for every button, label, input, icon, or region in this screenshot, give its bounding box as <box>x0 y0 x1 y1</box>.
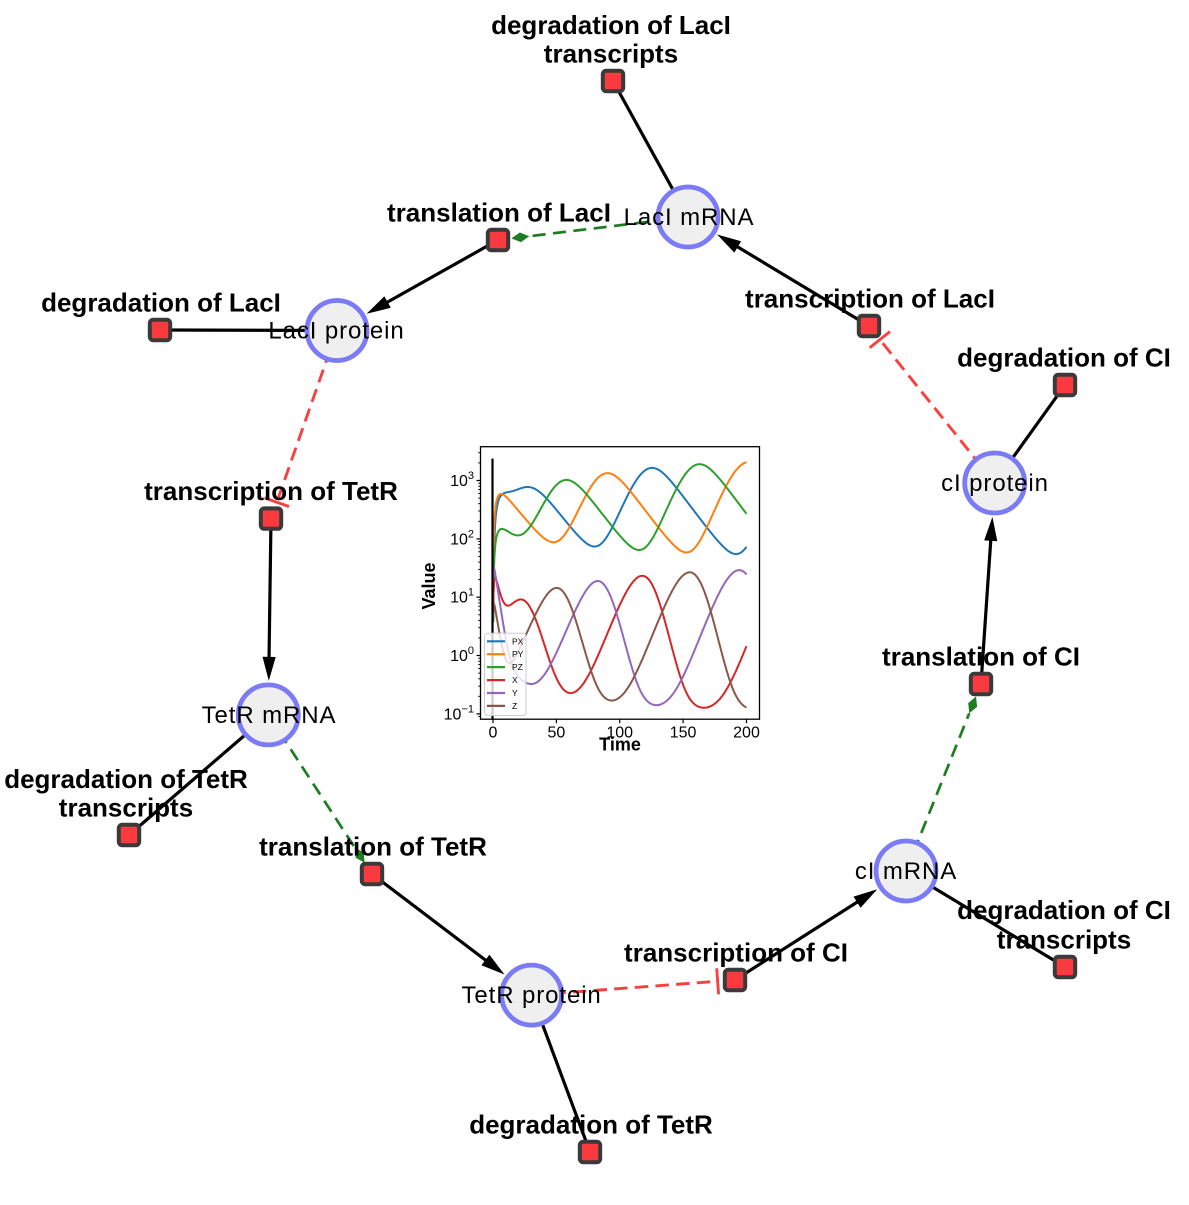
svg-text:Z: Z <box>512 701 517 711</box>
svg-text:degradation of CI: degradation of CI <box>957 343 1171 373</box>
svg-text:cI protein: cI protein <box>941 470 1049 497</box>
svg-text:150: 150 <box>670 725 697 742</box>
svg-text:degradation of CI: degradation of CI <box>957 895 1171 925</box>
svg-text:degradation of TetR: degradation of TetR <box>469 1110 713 1140</box>
svg-text:200: 200 <box>733 725 760 742</box>
svg-text:TetR mRNA: TetR mRNA <box>202 702 337 729</box>
svg-text:Y: Y <box>512 688 518 698</box>
svg-text:translation of TetR: translation of TetR <box>259 832 487 862</box>
svg-text:Value: Value <box>419 562 439 609</box>
svg-text:PX: PX <box>512 636 524 646</box>
svg-text:transcription of CI: transcription of CI <box>624 938 848 968</box>
svg-text:transcription of TetR: transcription of TetR <box>144 476 398 506</box>
svg-text:transcripts: transcripts <box>544 39 678 69</box>
svg-text:degradation of TetR: degradation of TetR <box>4 764 248 794</box>
svg-text:degradation of LacI: degradation of LacI <box>491 10 731 40</box>
svg-text:PZ: PZ <box>512 662 523 672</box>
svg-text:transcripts: transcripts <box>997 925 1131 955</box>
svg-text:PY: PY <box>512 649 524 659</box>
svg-text:0: 0 <box>489 725 498 742</box>
svg-text:50: 50 <box>548 725 566 742</box>
svg-text:LacI protein: LacI protein <box>268 318 404 345</box>
svg-text:translation of CI: translation of CI <box>882 642 1080 672</box>
svg-text:cI mRNA: cI mRNA <box>855 858 957 885</box>
svg-text:Time: Time <box>599 735 641 755</box>
svg-text:transcripts: transcripts <box>59 793 193 823</box>
svg-text:TetR protein: TetR protein <box>461 982 601 1009</box>
svg-text:transcription of LacI: transcription of LacI <box>745 284 995 314</box>
svg-text:X: X <box>512 675 518 685</box>
svg-text:100: 100 <box>606 725 633 742</box>
svg-text:LacI mRNA: LacI mRNA <box>624 204 755 231</box>
svg-text:translation of LacI: translation of LacI <box>387 198 611 228</box>
svg-text:degradation of LacI: degradation of LacI <box>41 288 281 318</box>
